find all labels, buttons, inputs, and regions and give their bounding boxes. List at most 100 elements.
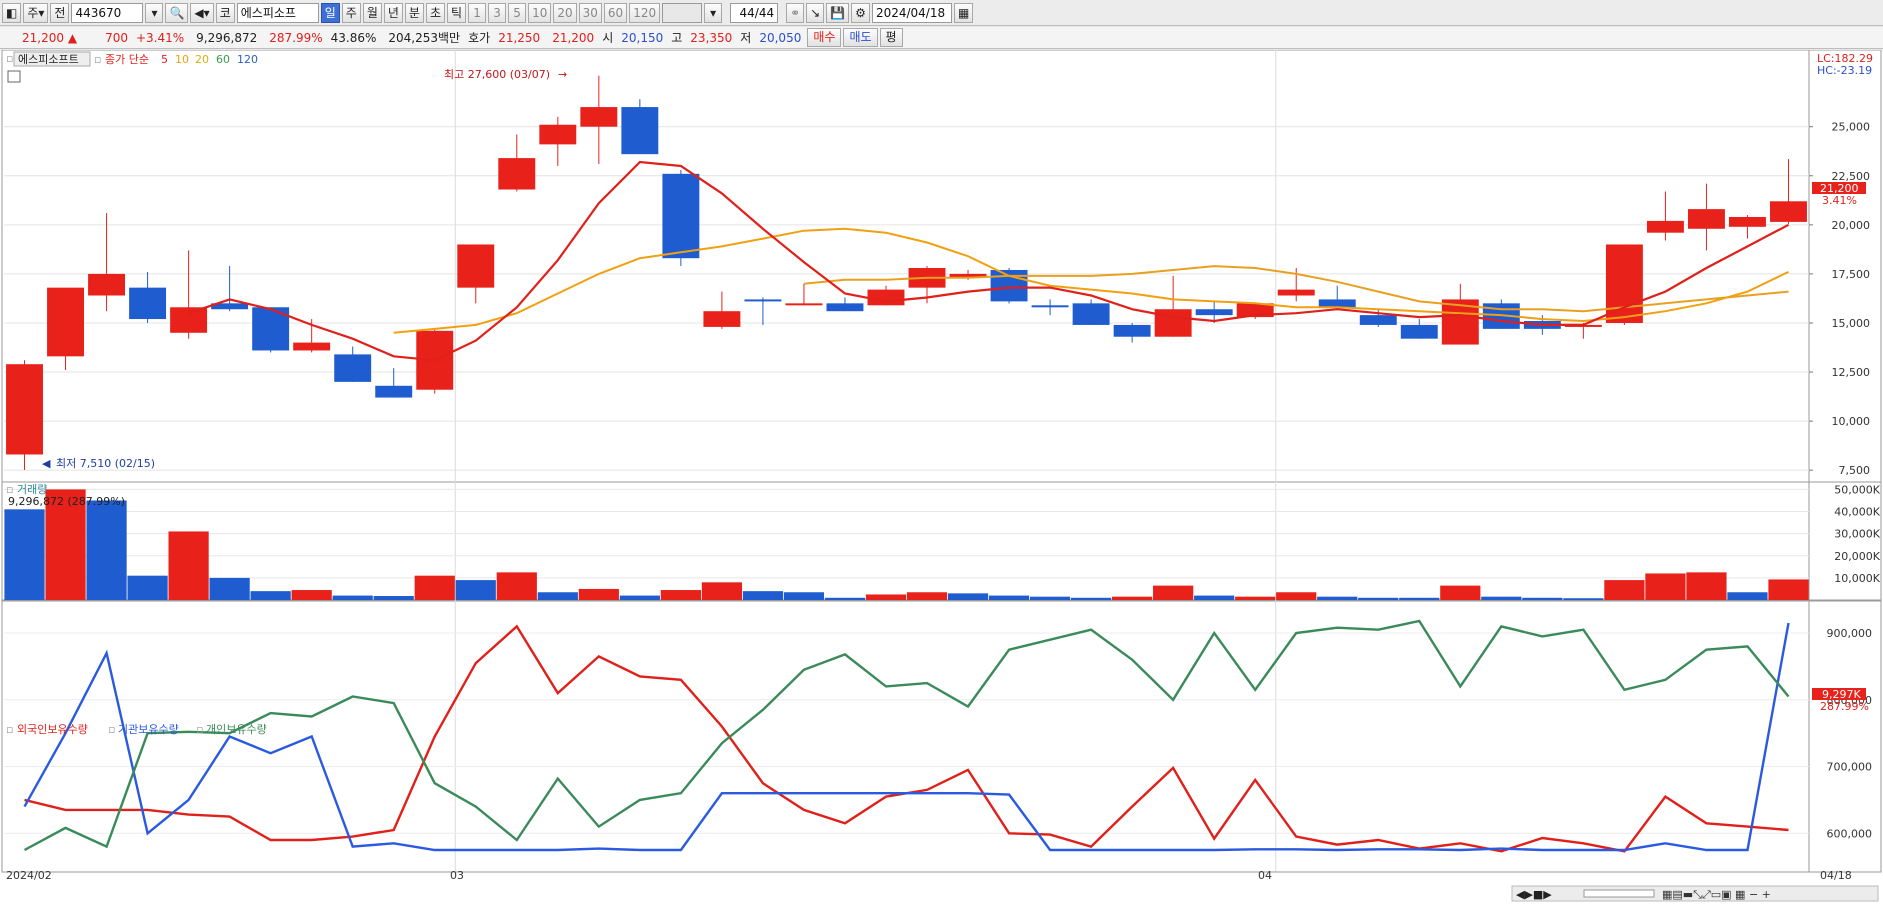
price-tick-label: 15,000 <box>1832 317 1871 330</box>
low-label: 저 <box>740 31 752 45</box>
arrow-tool-icon[interactable]: ↘ <box>806 2 825 23</box>
code-type-button[interactable]: 전 <box>50 2 70 23</box>
interval-dropdown-icon[interactable]: ▾ <box>704 2 723 23</box>
chart-svg[interactable]: 7,500 10,000 12,500 15,000 17,500 20,000 22,50… <box>0 50 1883 904</box>
chart-area[interactable]: 7,500 10,000 12,500 15,000 17,500 20,000 22,50… <box>0 50 1883 904</box>
candle-body <box>1031 305 1069 308</box>
interval-10-button[interactable]: 10 <box>528 2 552 23</box>
interval-5-button[interactable]: 5 <box>508 2 527 23</box>
volume-bar <box>1153 585 1194 600</box>
dropdown-chevron-icon[interactable]: ▾ <box>145 2 164 23</box>
volume-bar <box>1317 596 1358 600</box>
search-icon[interactable]: 🔍 <box>165 2 189 23</box>
separator-icon: ▫ <box>94 53 101 66</box>
count-input[interactable]: 44/44 <box>730 2 779 23</box>
layout-icon[interactable]: ◧ <box>2 2 22 23</box>
volume-bar <box>1029 596 1071 600</box>
institution-holdings-line <box>23 622 1790 852</box>
interval-custom-input[interactable] <box>662 2 703 23</box>
save-icon[interactable]: 💾 <box>826 2 850 23</box>
volume-bar <box>86 500 127 600</box>
candle-body <box>1400 324 1438 339</box>
volume-bar <box>578 588 619 600</box>
period-month-tab[interactable]: 월 <box>362 2 382 23</box>
period-minute-tab[interactable]: 분 <box>404 2 424 23</box>
candle-body <box>1113 324 1151 337</box>
volume-bar <box>127 575 168 600</box>
price-tick-label: 17,500 <box>1832 268 1871 281</box>
interval-1-button[interactable]: 1 <box>468 2 487 23</box>
candle-body <box>457 244 495 288</box>
period-tick-tab[interactable]: 틱 <box>447 2 467 23</box>
interval-120-button[interactable]: 120 <box>629 2 661 23</box>
interval-30-button[interactable]: 30 <box>578 2 602 23</box>
x-label-mar: 03 <box>450 869 464 882</box>
candle-body <box>1277 289 1315 296</box>
stock-name-field[interactable]: 에스피소프 <box>236 2 319 23</box>
separator3-icon: ▫ <box>196 723 203 736</box>
scroll-left-icon[interactable]: ◀▶■▶ <box>1516 888 1552 901</box>
volume-bar <box>1645 573 1686 600</box>
quote-bar: 21,200 ▲ 700 +3.41% 9,296,872 287.99% 43… <box>0 27 1883 49</box>
volume-bar <box>1563 598 1604 600</box>
candle-body <box>88 273 126 296</box>
candle-body <box>867 289 905 306</box>
ma120-label: 120 <box>237 53 258 66</box>
market-short-button[interactable]: 코 <box>215 2 235 23</box>
scroll-track[interactable] <box>1583 889 1655 898</box>
calendar-icon[interactable]: ▦ <box>953 2 974 23</box>
volume-bar <box>1276 592 1317 600</box>
price-tick-label: 25,000 <box>1832 121 1871 134</box>
candle-body <box>1195 309 1233 316</box>
candle-body <box>6 364 43 455</box>
grid-toggle-icon[interactable] <box>7 70 21 83</box>
open-price: 20,150 <box>621 30 664 45</box>
trade-amount: 204,253백만 <box>388 31 461 45</box>
institution-holdings-label: 기관보유수량 <box>118 723 179 736</box>
sell-button[interactable]: 매도 <box>843 28 878 47</box>
ma-title: 종가 단순 <box>105 53 149 66</box>
holdings-tick-label: 600,000 <box>1827 827 1873 840</box>
candle-body <box>1359 315 1397 325</box>
volume-tick-label: 10,000K <box>1834 572 1880 585</box>
candle-body <box>498 158 536 190</box>
buy-button[interactable]: 매수 <box>807 28 842 47</box>
volume-bar <box>824 597 866 600</box>
period-year-tab[interactable]: 년 <box>383 2 403 23</box>
stock-code-input[interactable]: 443670 <box>71 2 144 23</box>
tool-icons[interactable]: ▦▤▬⤡⤢▭▣ ▦ − + <box>1662 888 1771 901</box>
interval-20-button[interactable]: 20 <box>553 2 577 23</box>
sound-icon[interactable]: ◀▾ <box>190 2 214 23</box>
link-icon[interactable]: ⚭ <box>786 2 805 23</box>
interval-60-button[interactable]: 60 <box>603 2 628 23</box>
interval-3-button[interactable]: 3 <box>488 2 507 23</box>
panel-collapse-icon[interactable]: ▫ <box>6 52 13 65</box>
volume-bar <box>947 593 989 600</box>
period-day-tab[interactable]: 일 <box>320 2 340 23</box>
holdings-collapse-icon[interactable]: ▫ <box>6 723 13 736</box>
period-week-tab[interactable]: 주 <box>341 2 361 23</box>
separator2-icon: ▫ <box>108 723 115 736</box>
gear-icon[interactable]: ⚙ <box>851 2 870 23</box>
candle-body <box>1646 220 1684 233</box>
volume-bar <box>496 572 537 600</box>
volume-bar <box>1481 596 1522 600</box>
volume-bar <box>1399 597 1440 600</box>
panel-frame <box>1 50 1882 483</box>
volume-bar <box>742 591 784 600</box>
volume-bar <box>701 582 742 600</box>
period-second-tab[interactable]: 초 <box>425 2 446 23</box>
volume-bar <box>906 592 948 600</box>
min-annotation: 최저 7,510 (02/15) <box>56 457 155 470</box>
date-input[interactable]: 2024/04/18 <box>871 2 952 23</box>
volume-collapse-icon[interactable]: ▫ <box>6 483 13 496</box>
bid-price: 21,200 <box>552 30 595 45</box>
candle-body <box>1154 309 1192 337</box>
market-select[interactable]: 주▾ <box>23 2 49 23</box>
open-label: 시 <box>602 31 614 45</box>
turnover-rate: 43.86% <box>330 30 377 45</box>
eval-button[interactable]: 평 <box>879 28 903 47</box>
panel-frame <box>1 481 1882 602</box>
individual-holdings-label: 개인보유수량 <box>206 723 267 736</box>
scroll-controls[interactable]: ◀▶■▶ ▦▤▬⤡⤢▭▣ ▦ − + <box>1511 885 1879 902</box>
